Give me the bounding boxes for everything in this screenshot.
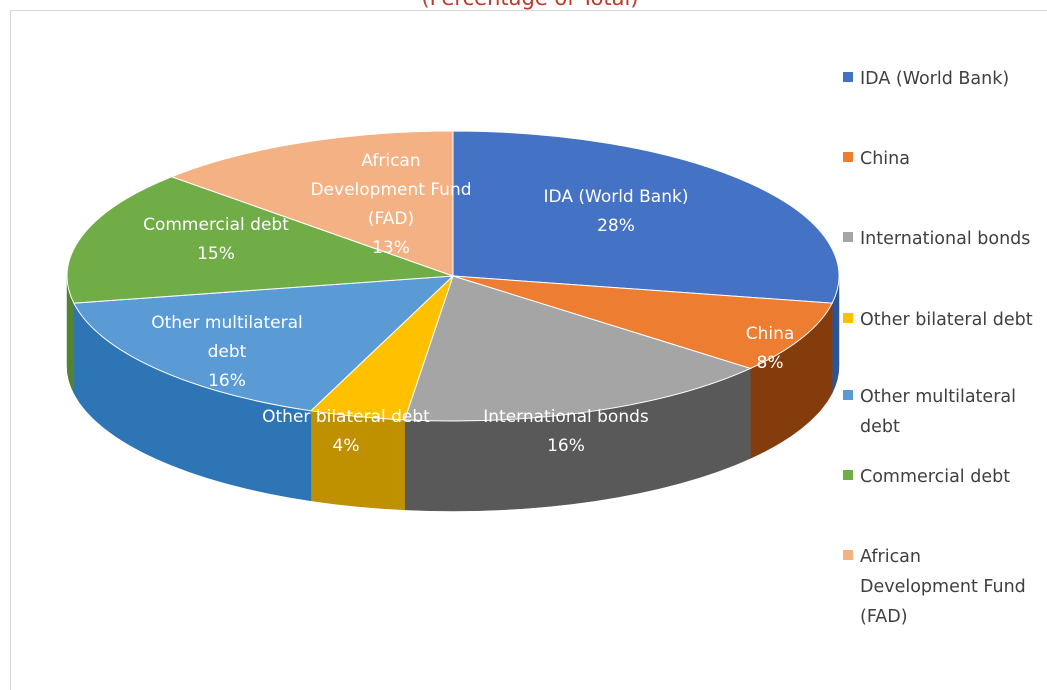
slice-label-6-line-1: Commercial debt xyxy=(143,215,289,235)
legend-label-1: IDA (World Bank) xyxy=(860,69,1010,89)
pie-top-faces xyxy=(66,130,840,422)
pie-slice-7 xyxy=(170,130,454,277)
legend-label-3: International bonds xyxy=(860,229,1031,249)
pie-slice-2 xyxy=(452,275,833,369)
legend-swatch-5 xyxy=(843,390,853,400)
slice-label-3-line-1: International bonds xyxy=(483,407,649,427)
legend-swatch-2 xyxy=(843,152,853,162)
legend-item-5: Other multilateral debt xyxy=(843,382,1047,442)
legend-swatch-6 xyxy=(843,470,853,480)
slice-label-5-line-2: debt xyxy=(208,342,247,362)
chart-subtitle: (Percentage of Total) xyxy=(330,0,730,10)
legend-item-6: Commercial debt xyxy=(843,462,1047,492)
pie-chart: IDA (World Bank) 28% China 8% International … xyxy=(66,130,840,512)
legend-label-7: African Development Fund (FAD) xyxy=(860,547,1026,627)
slice-label-1-line-1: IDA (World Bank) xyxy=(544,187,689,207)
slice-label-4-line-2: 4% xyxy=(333,436,360,456)
legend-label-4: Other bilateral debt xyxy=(860,310,1033,330)
slice-label-6-line-2: 15% xyxy=(197,244,235,264)
legend-label-2: China xyxy=(860,149,910,169)
legend-item-4: Other bilateral debt xyxy=(843,305,1047,335)
slice-label-7-line-4: 13% xyxy=(372,238,410,258)
slice-label-2-line-2: 8% xyxy=(757,353,784,373)
legend-label-6: Commercial debt xyxy=(860,467,1011,487)
legend-swatch-3 xyxy=(843,232,853,242)
pie-side-walls xyxy=(66,275,840,512)
pie-slice-3 xyxy=(403,275,752,422)
pie-slice-1 xyxy=(452,130,840,304)
chart-frame xyxy=(10,10,1047,690)
pie-slice-6 xyxy=(66,176,454,304)
legend-swatch-1 xyxy=(843,72,853,82)
slice-label-7-line-1: African xyxy=(361,151,420,171)
legend-item-2: China xyxy=(843,144,1047,174)
slice-label-7-line-2: Development Fund xyxy=(310,180,471,200)
slice-label-3-line-2: 16% xyxy=(547,436,585,456)
legend-label-5: Other multilateral debt xyxy=(860,387,1016,437)
legend-swatch-7 xyxy=(843,550,853,560)
slice-label-5-line-1: Other multilateral xyxy=(151,313,303,333)
slice-label-7-line-3: (FAD) xyxy=(368,209,414,229)
legend-item-1: IDA (World Bank) xyxy=(843,64,1047,94)
slice-label-4-line-1: Other bilateral debt xyxy=(262,407,430,427)
pie-slice-5 xyxy=(73,275,455,412)
pie-labels: IDA (World Bank) 28% China 8% International … xyxy=(143,151,794,456)
slice-label-1-line-2: 28% xyxy=(597,216,635,236)
legend-item-3: International bonds xyxy=(843,224,1047,254)
legend-item-7: African Development Fund (FAD) xyxy=(843,542,1047,632)
slice-label-2-line-1: China xyxy=(746,324,795,344)
legend-swatch-4 xyxy=(843,313,853,323)
slice-label-5-line-3: 16% xyxy=(208,371,246,391)
